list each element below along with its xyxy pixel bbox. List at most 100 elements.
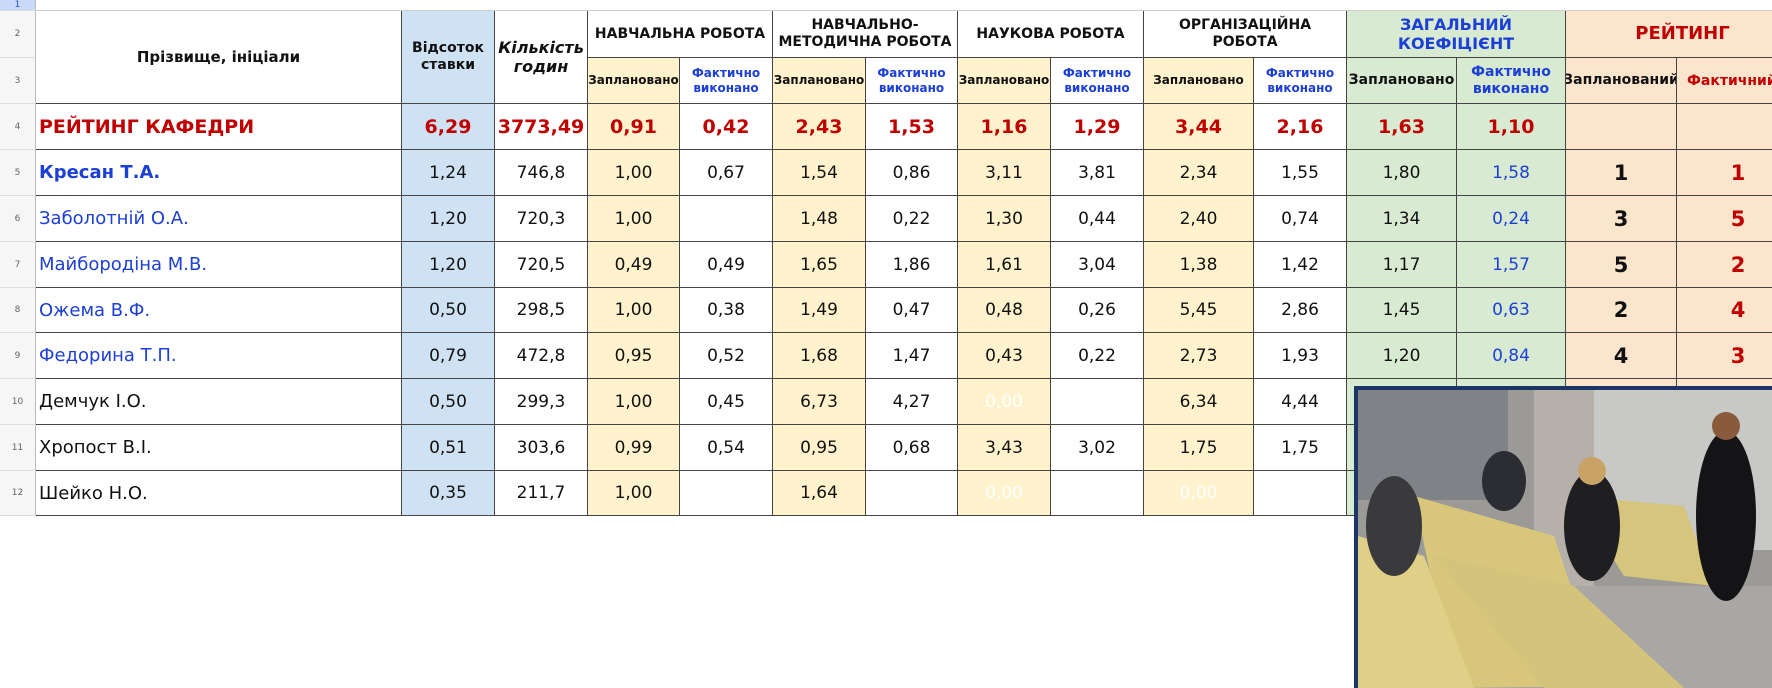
data-cell: 1,34 — [1347, 196, 1457, 242]
data-cell: 1,75 — [1144, 425, 1254, 471]
name-cell: Ожема В.Ф. — [36, 288, 402, 333]
data-cell: 1,58 — [1457, 150, 1566, 196]
data-cell: 0,00 — [1144, 471, 1254, 516]
data-cell: 1,64 — [773, 471, 866, 516]
data-cell: 1,49 — [773, 288, 866, 333]
data-cell: 2 — [1677, 242, 1772, 288]
data-cell: 1,30 — [958, 196, 1051, 242]
person — [1696, 431, 1756, 601]
sub-header: Заплановано — [1144, 58, 1254, 104]
data-cell: 298,5 — [495, 288, 588, 333]
data-cell: 3,11 — [958, 150, 1051, 196]
data-cell — [1051, 471, 1144, 516]
data-cell: 1,10 — [1457, 104, 1566, 150]
data-cell: 1 — [1677, 150, 1772, 196]
sub-header: Фактичний — [1677, 58, 1772, 104]
name-cell: Заболотній О.А. — [36, 196, 402, 242]
data-cell: 0,22 — [1051, 333, 1144, 379]
data-cell: 0,79 — [402, 333, 495, 379]
data-cell: 1,29 — [1051, 104, 1144, 150]
data-cell: 0,68 — [866, 425, 958, 471]
data-cell: 746,8 — [495, 150, 588, 196]
data-cell: 0,49 — [680, 242, 773, 288]
data-cell: 1,54 — [773, 150, 866, 196]
group-header: НАУКОВА РОБОТА — [958, 11, 1144, 58]
data-cell: 0,38 — [680, 288, 773, 333]
data-cell: 1,48 — [773, 196, 866, 242]
data-cell — [1566, 104, 1677, 150]
data-cell: 3,81 — [1051, 150, 1144, 196]
data-cell: 720,3 — [495, 196, 588, 242]
data-cell: 5 — [1677, 196, 1772, 242]
data-cell: 0,50 — [402, 288, 495, 333]
data-cell: 1,80 — [1347, 150, 1457, 196]
data-cell: 0,26 — [1051, 288, 1144, 333]
data-cell: 4,44 — [1254, 379, 1347, 425]
group-header: НАВЧАЛЬНА РОБОТА — [588, 11, 773, 58]
data-cell: 1,00 — [588, 379, 680, 425]
person — [1366, 476, 1422, 576]
data-cell: 0,54 — [680, 425, 773, 471]
data-cell: 1,00 — [588, 196, 680, 242]
sub-header: Фактично виконано — [680, 58, 773, 104]
data-cell — [680, 196, 773, 242]
data-cell: 211,7 — [495, 471, 588, 516]
sub-header: Фактично виконано — [1457, 58, 1566, 104]
row-number: 9 — [0, 333, 36, 379]
name-cell: Хропост В.І. — [36, 425, 402, 471]
video-overlay — [1354, 386, 1772, 688]
row-number: 3 — [0, 58, 36, 104]
data-cell: 0,91 — [588, 104, 680, 150]
sub-header: Фактично виконано — [1254, 58, 1347, 104]
data-cell: 1,93 — [1254, 333, 1347, 379]
data-cell: 0,95 — [773, 425, 866, 471]
name-cell: Шейко Н.О. — [36, 471, 402, 516]
data-cell: 0,84 — [1457, 333, 1566, 379]
person-head — [1578, 457, 1606, 485]
data-cell: 2,16 — [1254, 104, 1347, 150]
data-cell: 1,63 — [1347, 104, 1457, 150]
data-cell: 1,57 — [1457, 242, 1566, 288]
data-cell: 1,47 — [866, 333, 958, 379]
data-cell: 3,44 — [1144, 104, 1254, 150]
data-cell: 0,86 — [866, 150, 958, 196]
data-cell: 1,20 — [402, 242, 495, 288]
person — [1564, 471, 1620, 581]
data-cell: 0,95 — [588, 333, 680, 379]
data-cell: 1,42 — [1254, 242, 1347, 288]
data-cell — [680, 471, 773, 516]
data-cell: 3,43 — [958, 425, 1051, 471]
data-cell: 0,44 — [1051, 196, 1144, 242]
sub-header: Заплановано — [773, 58, 866, 104]
person — [1482, 451, 1526, 511]
data-cell: 0,43 — [958, 333, 1051, 379]
data-cell: 2,43 — [773, 104, 866, 150]
sub-header: Заплановано — [958, 58, 1051, 104]
data-cell: 2,34 — [1144, 150, 1254, 196]
data-cell: 0,52 — [680, 333, 773, 379]
data-cell: 3773,49 — [495, 104, 588, 150]
data-cell: 0,47 — [866, 288, 958, 333]
row-number: 2 — [0, 11, 36, 58]
data-cell: 2 — [1566, 288, 1677, 333]
sub-header: Запланований — [1566, 58, 1677, 104]
data-cell: 1,20 — [1347, 333, 1457, 379]
data-cell: 4,27 — [866, 379, 958, 425]
data-cell: 2,40 — [1144, 196, 1254, 242]
data-cell: 2,73 — [1144, 333, 1254, 379]
row-number: 4 — [0, 104, 36, 150]
group-header: ОРГАНІЗАЦІЙНА РОБОТА — [1144, 11, 1347, 58]
data-cell — [1677, 104, 1772, 150]
data-cell: 0,74 — [1254, 196, 1347, 242]
data-cell: 1,86 — [866, 242, 958, 288]
data-cell: 0,00 — [958, 471, 1051, 516]
data-cell — [866, 471, 958, 516]
data-cell: 720,5 — [495, 242, 588, 288]
data-cell: 1,17 — [1347, 242, 1457, 288]
name-cell: Федорина Т.П. — [36, 333, 402, 379]
data-cell: 299,3 — [495, 379, 588, 425]
data-cell: 3,02 — [1051, 425, 1144, 471]
data-cell: 1,65 — [773, 242, 866, 288]
data-cell: 0,00 — [958, 379, 1051, 425]
